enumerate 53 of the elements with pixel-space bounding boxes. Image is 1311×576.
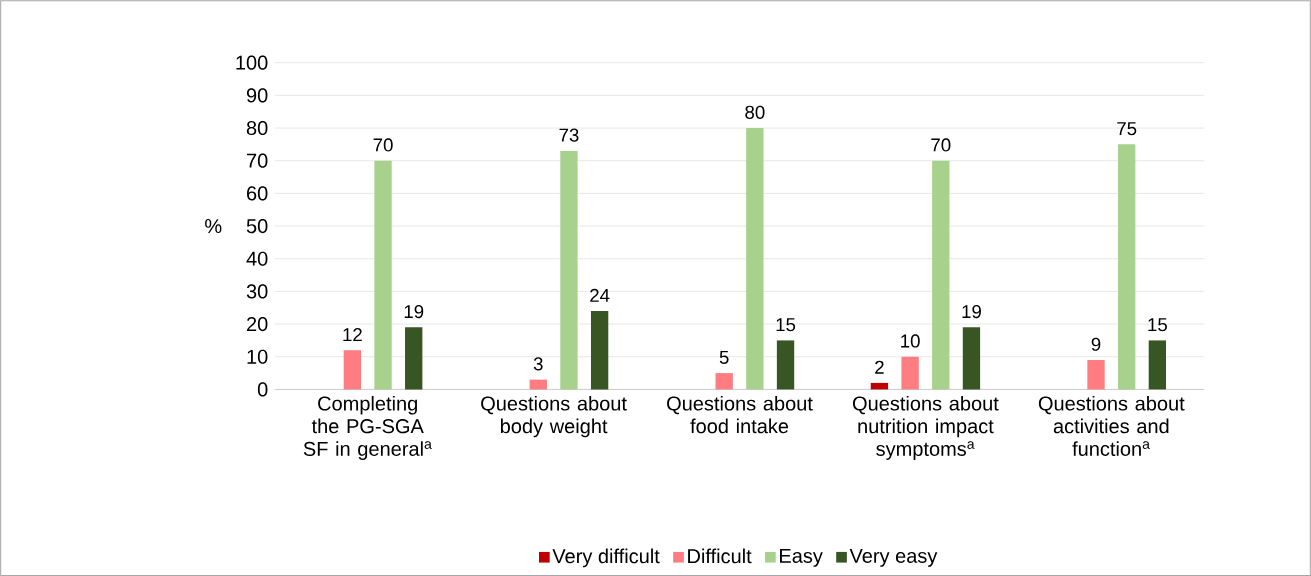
y-tick-label: 30	[246, 284, 268, 299]
y-axis-title: %	[205, 219, 222, 233]
y-tick-label: 40	[246, 251, 268, 266]
x-tick-label: Questions about nutrition impact symptoms$^{a}$	[852, 395, 999, 460]
bar	[560, 150, 578, 390]
bar	[405, 327, 423, 390]
bar	[590, 310, 609, 390]
legend-label: Very easy	[849, 548, 938, 567]
data-label: 80	[745, 105, 765, 119]
bar	[374, 160, 392, 390]
x-tick-label: Questions about body weight	[481, 395, 627, 438]
y-tick-label: 80	[246, 120, 268, 136]
x-tick-label: Questions about food intake	[667, 395, 813, 434]
data-label: 3	[533, 357, 543, 371]
data-label: 75	[1117, 122, 1137, 136]
data-label: 24	[590, 288, 610, 302]
bar	[776, 340, 795, 390]
data-label: 5	[719, 350, 729, 364]
data-label: 15	[776, 318, 796, 332]
legend-label: Difficult	[688, 548, 752, 564]
bar	[343, 350, 362, 390]
legend-label: Very difficult	[552, 548, 660, 568]
y-tick-label: 0	[257, 382, 268, 397]
bar	[962, 327, 981, 390]
bar	[1087, 359, 1105, 390]
y-tick-label: 60	[247, 186, 268, 201]
y-tick-label: 10	[247, 349, 268, 364]
bar	[870, 382, 889, 390]
data-label: 70	[373, 138, 393, 152]
data-label: 19	[962, 304, 981, 319]
bar	[1118, 144, 1136, 390]
x-tick-label: Questions about activities and function$^{a}$	[1038, 395, 1185, 456]
bar	[1148, 340, 1167, 390]
data-label: 10	[901, 334, 920, 348]
data-label: 19	[404, 304, 424, 319]
y-tick-label: 90	[246, 88, 268, 103]
bar	[746, 127, 764, 390]
data-label: 12	[343, 327, 362, 341]
data-label: 2	[875, 360, 884, 374]
x-tick-label: Completing the PG-SGA SF in general$^{a}$	[303, 395, 432, 460]
bar	[932, 160, 950, 390]
y-tick-label: 50	[246, 218, 268, 234]
bar	[901, 356, 919, 390]
data-label: 70	[931, 138, 951, 152]
legend-label: Easy	[780, 548, 823, 567]
data-label: 73	[559, 128, 579, 142]
y-tick-label: 70	[247, 153, 268, 168]
y-tick-label: 20	[247, 316, 268, 332]
data-label: 15	[1148, 318, 1167, 332]
bar	[529, 379, 547, 390]
y-tick-label: 100	[236, 55, 268, 70]
data-label: 9	[1091, 337, 1101, 351]
bar	[715, 373, 733, 390]
